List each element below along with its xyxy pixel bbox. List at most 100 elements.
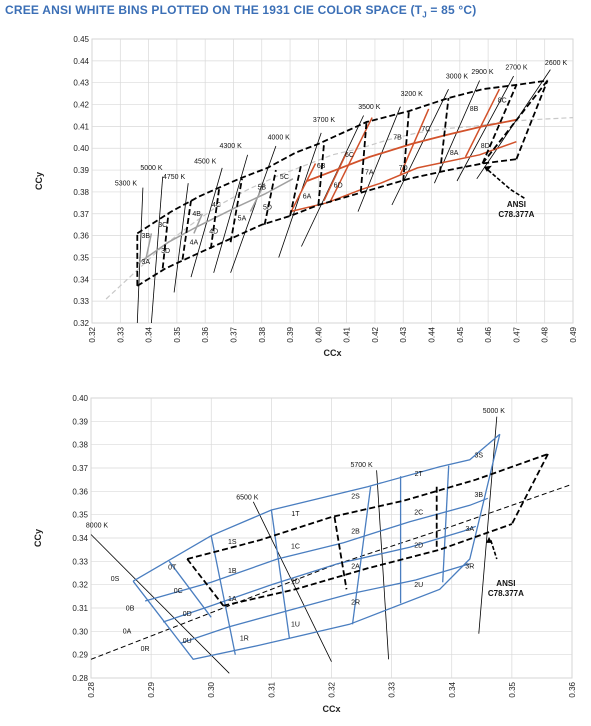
- top-red-bin-divider: [323, 152, 348, 202]
- bottom-bin-label: 2A: [351, 563, 360, 570]
- bottom-bin-label: 2C: [414, 510, 423, 517]
- top-gray-bin-mid: [136, 178, 294, 265]
- top-x-tick-label: 0.37: [230, 326, 239, 342]
- top-gray-bin-label: 4A: [190, 239, 199, 246]
- top-isotherm-line: [357, 106, 401, 212]
- top-cct-label: 4500 K: [194, 159, 217, 166]
- bottom-bin-label: 3R: [465, 563, 474, 570]
- top-x-tick-label: 0.41: [343, 326, 352, 342]
- top-x-tick-label: 0.32: [88, 326, 97, 342]
- top-y-tick-label: 0.38: [73, 188, 89, 197]
- bottom-bin-col-line: [442, 465, 450, 583]
- top-isotherm-line: [456, 75, 514, 182]
- top-red-bin-divider: [289, 163, 317, 215]
- top-cct-label: 3700 K: [313, 117, 336, 124]
- bottom-cct-label: 8000 K: [86, 523, 109, 530]
- bottom-bin-label: 1T: [291, 511, 300, 518]
- bottom-bin-label: 1U: [291, 622, 300, 629]
- top-x-axis-label: CCx: [323, 348, 341, 358]
- top-y-tick-label: 0.41: [73, 122, 89, 131]
- bottom-bin-separator: [186, 558, 225, 607]
- top-y-tick-label: 0.33: [73, 297, 89, 306]
- top-gray-bin-label: 3D: [161, 248, 170, 255]
- top-gray-bin-label: 5A: [238, 215, 247, 222]
- bottom-x-tick-label: 0.34: [448, 681, 457, 697]
- top-gray-bin-label: 3A: [141, 259, 150, 266]
- top-cct-label: 4300 K: [220, 143, 243, 150]
- top-isotherm-line: [136, 187, 144, 324]
- top-y-tick-label: 0.37: [73, 210, 89, 219]
- title-main: CREE ANSI WHITE BINS PLOTTED ON THE 1931…: [5, 3, 423, 17]
- top-red-bin-divider: [464, 88, 501, 158]
- top-outer-lower-boundary: [136, 158, 517, 287]
- top-gray-bin-label: 3C: [158, 222, 167, 229]
- top-y-tick-label: 0.44: [73, 57, 89, 66]
- bottom-bin-row-line: [162, 525, 477, 623]
- bottom-bin-label: 0B: [126, 605, 135, 612]
- bottom-outer-lower-boundary: [223, 523, 513, 607]
- bottom-ansi-label: C78.377A: [488, 589, 524, 598]
- top-y-tick-label: 0.35: [73, 253, 89, 262]
- bottom-bin-bottom-edge: [132, 434, 501, 661]
- top-x-tick-label: 0.44: [428, 326, 437, 342]
- top-gray-bin-divider: [249, 182, 266, 212]
- top-cct-label: 3500 K: [358, 104, 381, 111]
- bottom-y-axis-label: CCy: [33, 529, 43, 547]
- top-cct-label: 4000 K: [268, 134, 291, 141]
- top-isotherm-line: [213, 154, 248, 273]
- top-red-bin-label: 8D: [481, 143, 490, 150]
- top-bin-separator: [359, 121, 368, 192]
- bottom-y-tick-label: 0.40: [72, 394, 88, 403]
- bottom-bin-col-line: [351, 486, 372, 625]
- bottom-y-tick-label: 0.35: [72, 511, 88, 520]
- top-outer-upper-boundary: [136, 79, 548, 235]
- bottom-bin-row-line: [180, 563, 470, 644]
- bottom-bin-label: 2D: [414, 542, 423, 549]
- top-y-tick-label: 0.45: [73, 35, 89, 44]
- bottom-x-tick-label: 0.33: [388, 681, 397, 697]
- bottom-x-tick-label: 0.29: [147, 681, 156, 697]
- top-red-bin-divider: [399, 108, 430, 175]
- bottom-bin-label: 3B: [475, 492, 484, 499]
- top-ansi-label: ANSI: [507, 200, 526, 209]
- bottom-bin-label: 1S: [228, 539, 237, 546]
- bottom-bin-label: 0R: [141, 646, 150, 653]
- bottom-bin-separator: [333, 516, 348, 590]
- bottom-bin-label: 1B: [228, 568, 237, 575]
- chart-title: CREE ANSI WHITE BINS PLOTTED ON THE 1931…: [5, 3, 476, 19]
- top-bin-separator: [317, 143, 325, 206]
- top-x-tick-label: 0.46: [484, 326, 493, 342]
- bottom-bin-label: 1C: [291, 544, 300, 551]
- top-x-tick-label: 0.49: [569, 326, 578, 342]
- bottom-cct-label: 6500 K: [236, 495, 259, 502]
- bottom-bin-col-line: [168, 560, 212, 618]
- bottom-x-axis-label: CCx: [322, 704, 340, 714]
- top-bin-separator: [439, 97, 450, 173]
- top-gray-bin-divider: [193, 213, 203, 234]
- bottom-y-tick-label: 0.38: [72, 441, 88, 450]
- bottom-isotherm-line: [90, 534, 230, 674]
- top-x-tick-label: 0.39: [286, 326, 295, 342]
- bottom-bin-label: 1A: [228, 596, 237, 603]
- top-gray-bin-label: 4D: [209, 228, 218, 235]
- bottom-bin-label: 3S: [475, 453, 484, 460]
- top-cct-label: 5300 K: [115, 180, 138, 187]
- bottom-x-tick-label: 0.30: [207, 681, 216, 697]
- top-gray-bin-label: 3B: [141, 233, 150, 240]
- top-cct-label: 3000 K: [446, 73, 469, 80]
- top-isotherm-line: [391, 89, 449, 206]
- bottom-bin-label: 0U: [183, 638, 192, 645]
- top-x-tick-label: 0.48: [541, 326, 550, 342]
- bottom-y-tick-label: 0.39: [72, 417, 88, 426]
- bottom-x-tick-label: 0.28: [87, 681, 96, 697]
- bottom-ansi-label: ANSI: [496, 579, 515, 588]
- top-red-bin-label: 8B: [470, 106, 479, 113]
- bottom-bin-col-line: [210, 535, 236, 655]
- bottom-bin-label: 1R: [240, 636, 249, 643]
- top-red-bin-label: 7A: [365, 169, 374, 176]
- bottom-ansi-arrow: [490, 540, 498, 560]
- top-red-bin-label: 6B: [317, 163, 326, 170]
- top-y-tick-label: 0.42: [73, 101, 89, 110]
- top-x-tick-label: 0.47: [512, 326, 521, 342]
- top-bin-separator: [161, 213, 170, 269]
